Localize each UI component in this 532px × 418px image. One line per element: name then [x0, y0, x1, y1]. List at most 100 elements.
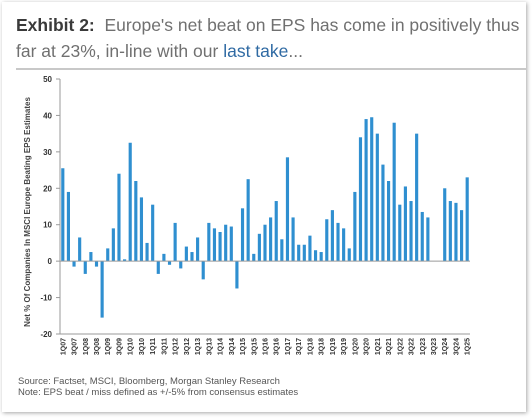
bar-4Q10 [145, 242, 149, 262]
bar-1Q07 [61, 168, 65, 262]
x-tick-label: 3Q19 [341, 338, 348, 355]
bar-1Q08 [83, 261, 87, 274]
bar-4Q13 [212, 228, 217, 262]
bar-4Q07 [78, 237, 82, 262]
definition-note: Note: EPS beat / miss defined as +/-5% f… [18, 387, 299, 398]
exhibit-label: Exhibit 2: [16, 15, 95, 35]
y-tick-label: 30 [43, 148, 52, 157]
x-tick-label: 1Q14 [218, 338, 225, 355]
x-tick-label: 3Q09 [116, 338, 123, 355]
bar-2Q22 [403, 186, 407, 262]
bar-2Q16 [269, 217, 273, 262]
bar-1Q16 [263, 224, 267, 262]
x-tick-label: 3Q18 [319, 338, 326, 355]
bar-3Q16 [274, 201, 278, 262]
bar-2Q07 [66, 191, 70, 262]
bar-1Q11 [151, 204, 155, 262]
x-tick-label: 1Q19 [330, 338, 337, 355]
x-tick-label: 3Q17 [296, 338, 303, 355]
bar-1Q14 [218, 232, 222, 262]
bar-4Q14 [235, 261, 239, 289]
x-tick-label: 1Q22 [397, 338, 404, 355]
bar-4Q16 [280, 239, 284, 262]
x-tick-label: 1Q23 [420, 338, 427, 355]
x-tick-label: 1Q25 [465, 338, 472, 355]
y-tick-label: -20 [40, 330, 52, 339]
x-tick-label: 1Q24 [442, 338, 449, 355]
bar-4Q12 [190, 252, 194, 262]
bar-2Q10 [134, 181, 138, 262]
bar-1Q18 [308, 235, 312, 262]
bar-4Q17 [302, 244, 306, 262]
bar-4Q24 [460, 210, 464, 262]
bar-1Q19 [330, 210, 334, 262]
bar-1Q10 [128, 142, 132, 262]
bar-1Q09 [106, 248, 110, 262]
bar-1Q12 [173, 222, 177, 262]
x-tick-label: 1Q21 [375, 338, 382, 355]
bar-2Q15 [246, 179, 250, 262]
heading-divider [16, 68, 526, 70]
x-tick-label: 3Q24 [453, 338, 460, 355]
bar-3Q20 [364, 119, 368, 262]
exhibit-title-suffix: ... [288, 41, 303, 61]
bar-4Q19 [347, 248, 351, 262]
chart-footer: Source: Factset, MSCI, Bloomberg, Morgan… [18, 376, 298, 398]
bar-2Q08 [89, 252, 93, 262]
y-tick-label: 0 [48, 257, 53, 266]
x-tick-label: 1Q10 [128, 338, 135, 355]
x-tick-label: 3Q20 [364, 338, 371, 355]
bar-1Q24 [443, 188, 447, 262]
bar-4Q21 [392, 122, 396, 262]
exhibit-title-line2: far at 23%, in-line with our last take..… [16, 38, 526, 64]
bar-1Q23 [420, 211, 424, 262]
x-tick-label: 1Q17 [285, 338, 292, 355]
bar-3Q18 [319, 252, 323, 262]
x-tick-label: 3Q13 [206, 338, 213, 355]
bar-3Q15 [252, 253, 256, 262]
x-tick-label: 3Q16 [274, 338, 281, 355]
bar-3Q10 [139, 197, 144, 262]
bar-4Q20 [370, 117, 374, 262]
bar-1Q21 [375, 133, 379, 262]
x-tick-label: 1Q13 [195, 338, 202, 355]
bar-4Q18 [325, 219, 329, 262]
exhibit-title-part2: far at 23%, in-line with our [16, 41, 219, 61]
bar-1Q25 [465, 177, 469, 262]
y-tick-label: -10 [40, 294, 52, 303]
y-tick-label: 40 [43, 111, 52, 120]
exhibit-card: Exhibit 2: Europe's net beat on EPS has … [2, 2, 526, 412]
bar-4Q09 [123, 259, 127, 262]
x-tick-label: 1Q11 [150, 338, 157, 355]
bar-1Q13 [196, 237, 200, 262]
x-tick-label: 1Q16 [263, 338, 270, 355]
bar-3Q07 [72, 261, 76, 267]
bar-2Q11 [156, 261, 160, 274]
bar-3Q09 [117, 173, 121, 262]
bar-2Q13 [201, 261, 205, 280]
bar-4Q11 [167, 261, 172, 265]
x-tick-label: 1Q15 [240, 338, 247, 355]
bar-2Q09 [111, 228, 115, 262]
x-tick-label: 1Q08 [83, 338, 90, 355]
bar-3Q13 [207, 222, 211, 262]
last-take-link[interactable]: last take [223, 41, 289, 61]
bar-3Q17 [297, 244, 301, 262]
x-tick-label: 3Q10 [139, 338, 146, 355]
bar-1Q22 [398, 204, 402, 262]
bar-2Q23 [426, 217, 430, 262]
bar-2Q19 [336, 222, 340, 262]
x-tick-label: 3Q08 [94, 338, 101, 355]
x-tick-label: 3Q14 [229, 338, 236, 355]
x-tick-label: 1Q18 [307, 338, 314, 355]
bar-4Q08 [100, 261, 104, 318]
x-tick-label: 3Q23 [431, 338, 438, 355]
bar-3Q22 [409, 201, 413, 262]
y-tick-label: 20 [43, 184, 52, 193]
bar-3Q08 [94, 261, 99, 267]
bar-1Q15 [240, 208, 245, 262]
x-tick-label: 1Q09 [105, 338, 112, 355]
bar-2Q14 [224, 224, 228, 262]
bar-4Q22 [415, 133, 419, 262]
